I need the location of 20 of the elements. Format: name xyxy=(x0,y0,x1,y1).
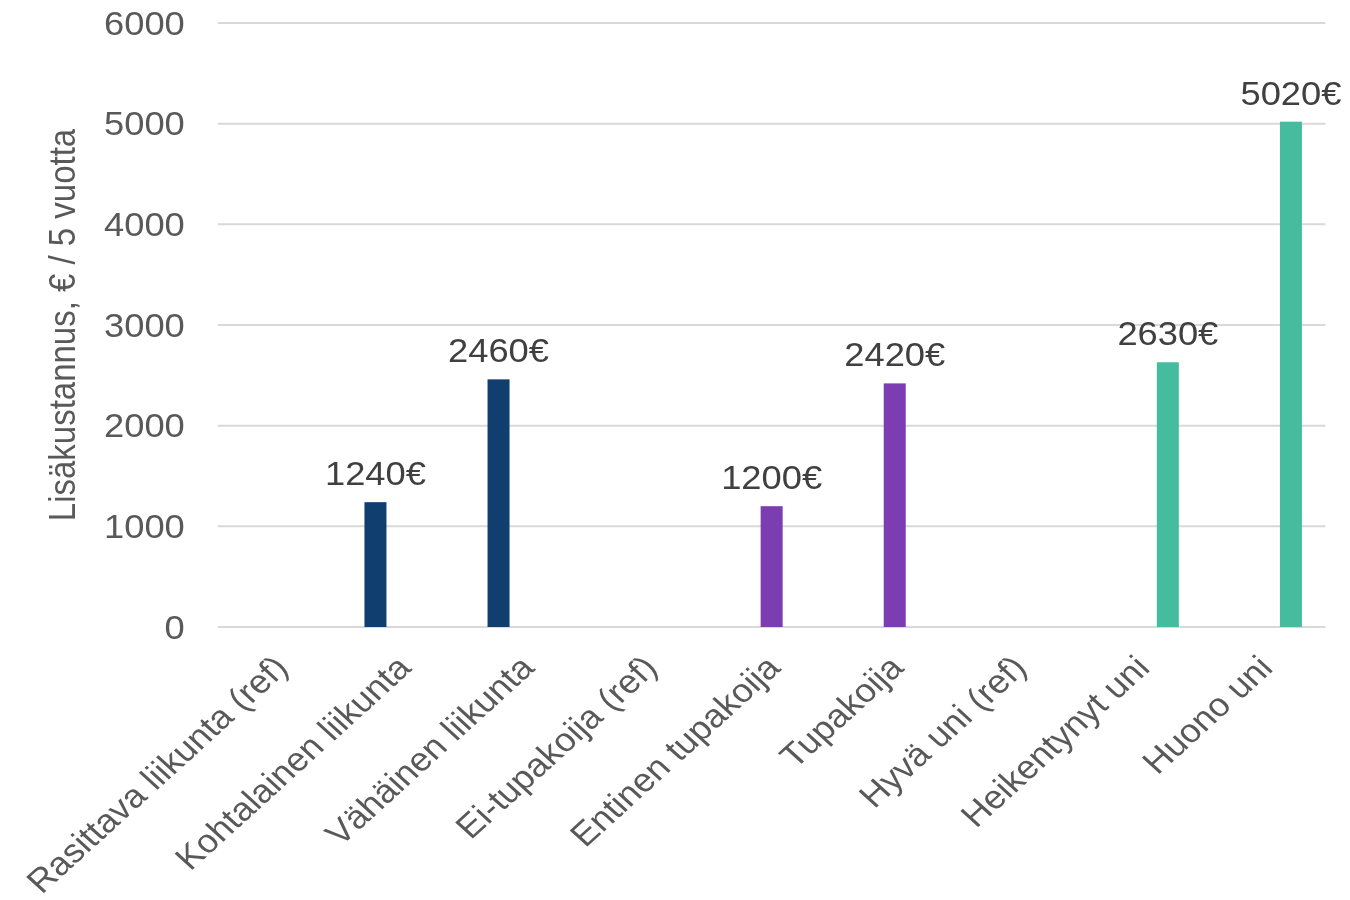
bar xyxy=(364,502,387,627)
data-label: 5020€ xyxy=(1240,75,1342,112)
bar xyxy=(487,379,510,627)
y-tick-label: 4000 xyxy=(104,206,185,243)
bar xyxy=(760,506,783,627)
data-label: 2630€ xyxy=(1117,315,1219,352)
data-label: 2420€ xyxy=(844,336,946,374)
data-label: 1200€ xyxy=(721,459,823,496)
bar xyxy=(1156,362,1179,627)
y-tick-label: 6000 xyxy=(104,5,185,42)
y-tick-label: 1000 xyxy=(104,508,185,545)
bar xyxy=(1279,121,1302,627)
bar xyxy=(883,383,906,627)
y-tick-label: 2000 xyxy=(104,407,185,444)
y-tick-label: 0 xyxy=(164,609,185,646)
y-axis-title: Lisäkustannus, € / 5 vuotta xyxy=(42,128,83,522)
y-tick-label: 5000 xyxy=(104,105,185,142)
data-label: 2460€ xyxy=(448,332,549,370)
data-label: 1240€ xyxy=(325,455,426,492)
y-tick-label: 3000 xyxy=(104,307,185,344)
